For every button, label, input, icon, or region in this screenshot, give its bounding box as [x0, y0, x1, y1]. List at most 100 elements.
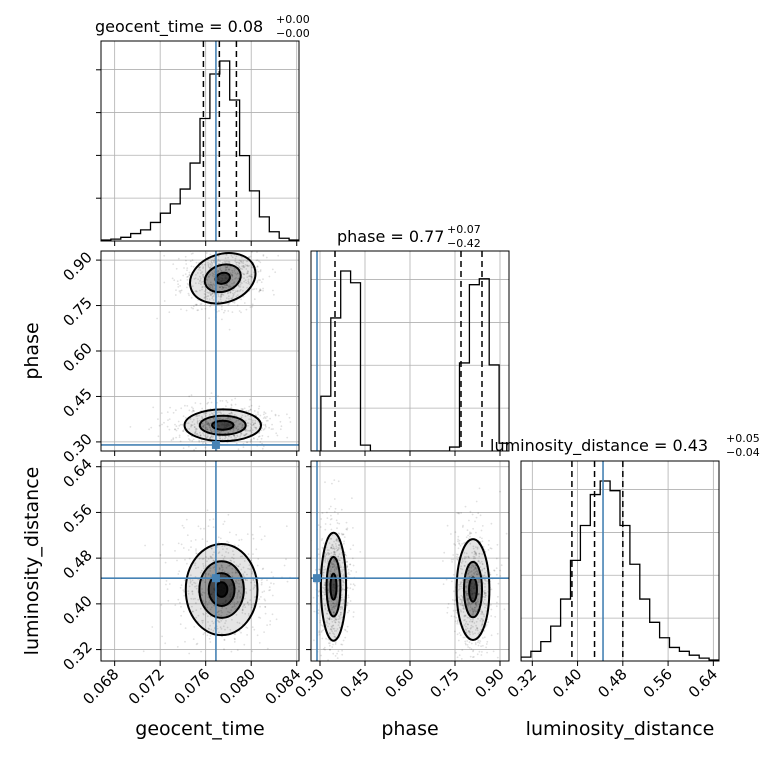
pair-0-1-sample-point [176, 280, 179, 283]
pair-1-2-sample-point [496, 656, 499, 659]
pair-0-2-sample-point [202, 563, 205, 565]
pair-0-1-sample-point [217, 262, 220, 265]
pair-0-2-sample-point [226, 610, 229, 613]
pair-0-1-sample-point [205, 412, 207, 414]
pair-1-2-sample-point [476, 573, 478, 576]
pair-0-1-sample-point [203, 297, 206, 299]
pair-1-2-sample-point [483, 636, 486, 639]
pair-0-1-sample-point [191, 410, 194, 413]
pair-0-1-sample-point [194, 303, 197, 306]
pair-0-1-sample-point [179, 440, 182, 443]
pair-1-2-sample-point [479, 640, 482, 642]
pair-1-2-sample-point [467, 572, 469, 575]
pair-1-2-sample-point [334, 551, 337, 554]
pair-1-2-sample-point [487, 549, 490, 551]
pair-1-2-sample-point [469, 627, 472, 630]
pair-0-2-sample-point [180, 614, 183, 617]
pair-0-1-sample-point [233, 435, 236, 437]
pair-0-2-sample-point [231, 571, 234, 574]
pair-1-2-sample-point [469, 606, 472, 608]
pair-1-2-sample-point [349, 600, 352, 602]
pair-1-2-sample-point [471, 620, 474, 623]
pair-0-1-sample-point [226, 292, 229, 295]
pair-1-2-sample-point [466, 529, 469, 532]
pair-0-2-sample-point [198, 557, 201, 560]
pair-1-2-sample-point [474, 567, 477, 569]
pair-1-2-sample-point [465, 585, 468, 587]
pair-0-2-sample-point [231, 567, 234, 570]
pair-1-2-sample-point [322, 587, 325, 590]
pair-1-2-sample-point [467, 597, 469, 600]
pair-1-2-sample-point [338, 669, 340, 671]
pair-0-1-sample-point [251, 247, 253, 249]
pair-1-2-sample-point [330, 600, 333, 602]
pair-1-2-sample-point [467, 581, 469, 584]
pair-0-1-sample-point [258, 290, 260, 293]
pair-1-2-sample-point [463, 615, 466, 618]
pair-0-2-sample-point [189, 578, 192, 581]
pair-0-1-sample-point [237, 419, 240, 422]
pair-0-1-sample-point [247, 422, 250, 424]
pair-0-2-xtick-label: 0.068 [79, 665, 122, 708]
pair-1-2-sample-point [328, 618, 331, 621]
pair-0-2-sample-point [209, 608, 212, 611]
pair-1-2-sample-point [342, 573, 345, 576]
pair-0-1-sample-point [184, 255, 187, 258]
pair-1-2-sample-point [458, 542, 460, 545]
pair-0-1-sample-point [251, 288, 254, 291]
pair-0-2-sample-point [182, 589, 185, 591]
pair-1-2-sample-point [324, 605, 326, 607]
pair-0-1-sample-point [249, 439, 252, 441]
pair-0-1-sample-point [251, 305, 254, 308]
pair-0-1-sample-point [218, 251, 221, 254]
pair-0-2-sample-point [194, 539, 197, 541]
pair-0-1-sample-point [201, 417, 204, 420]
pair-0-1-sample-point [217, 395, 220, 397]
pair-0-2-sample-point [222, 558, 225, 561]
pair-1-2-sample-point [472, 625, 474, 628]
pair-1-2-sample-point [321, 538, 324, 540]
pair-0-2-sample-point [186, 562, 188, 565]
pair-1-2-xtick-label: 0.90 [471, 665, 507, 701]
pair-0-1-sample-point [269, 417, 271, 420]
pair-1-2-sample-point [318, 568, 320, 571]
pair-1-2-sample-point [332, 560, 335, 563]
pair-0-2-sample-point [221, 569, 224, 572]
pair-0-2-sample-point [210, 628, 213, 631]
pair-1-2-sample-point [324, 481, 326, 484]
pair-0-1-sample-point [186, 282, 189, 285]
pair-0-1-sample-point [254, 414, 257, 417]
pair-0-1-sample-point [201, 288, 203, 291]
pair-0-1-sample-point [249, 408, 252, 411]
pair-0-1-sample-point [205, 296, 208, 298]
pair-0-2-sample-point [259, 605, 261, 608]
pair-0-1-sample-point [193, 410, 195, 413]
pair-0-1-sample-point [222, 286, 224, 289]
pair-1-2-sample-point [324, 593, 326, 596]
pair-1-2-sample-point [458, 512, 460, 515]
pair-1-2-sample-point [467, 603, 469, 606]
pair-1-2-sample-point [469, 618, 472, 621]
pair-1-2-sample-point [460, 598, 462, 601]
pair-0-1-sample-point [208, 276, 211, 278]
pair-0-2-sample-point [236, 595, 239, 598]
pair-0-2-sample-point [217, 619, 219, 622]
pair-1-2-sample-point [505, 532, 508, 535]
pair-1-2-sample-point [479, 514, 482, 517]
pair-0-1-sample-point [172, 437, 175, 439]
pair-0-1-sample-point [157, 418, 159, 420]
pair-1-2-sample-point [471, 631, 474, 633]
pair-0-1-sample-point [205, 437, 208, 439]
pair-0-1-sample-point [197, 309, 200, 311]
pair-1-2-sample-point [321, 637, 324, 640]
pair-1-2-sample-point [335, 619, 338, 621]
pair-0-2-sample-point [228, 531, 231, 534]
pair-1-2-sample-point [496, 573, 498, 576]
pair-0-1-sample-point [226, 418, 229, 420]
pair-1-2-sample-point [342, 580, 345, 582]
pair-1-2-sample-point [471, 609, 474, 612]
pair-0-1-sample-point [202, 426, 205, 429]
pair-0-2-sample-point [237, 601, 239, 604]
pair-0-1-sample-point [270, 428, 273, 430]
pair-1-2-xtick-label: 0.45 [336, 665, 372, 701]
